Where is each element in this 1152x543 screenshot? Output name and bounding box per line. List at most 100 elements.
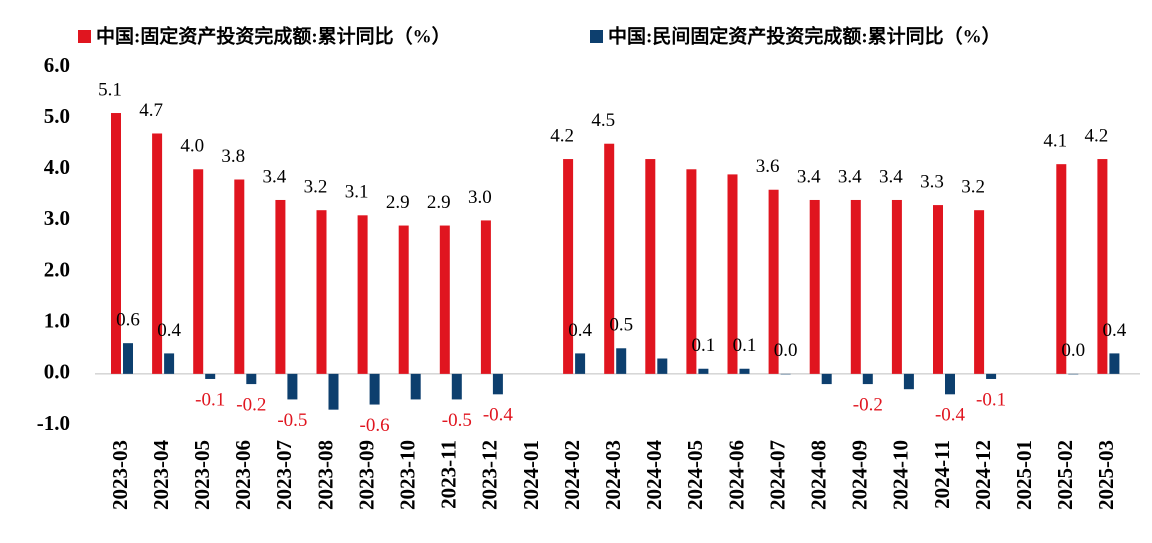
legend-swatch — [590, 30, 603, 43]
data-label: -0.1 — [195, 389, 225, 410]
data-label: -0.4 — [483, 405, 514, 426]
data-label: 0.4 — [1103, 320, 1127, 341]
bar — [193, 169, 204, 374]
bar — [768, 189, 779, 374]
bar — [809, 199, 820, 374]
x-tick-label: 2024-01 — [519, 440, 543, 510]
data-label: -0.5 — [442, 410, 472, 431]
data-label: -0.6 — [360, 415, 390, 436]
bar — [563, 159, 574, 374]
bar — [616, 348, 627, 374]
bar — [727, 174, 738, 374]
x-tick-label: 2024-12 — [971, 440, 995, 510]
data-label: 0.0 — [1061, 340, 1085, 361]
bar — [492, 373, 503, 395]
x-tick-label: 2024-07 — [765, 440, 789, 510]
bar — [974, 210, 985, 374]
bar — [739, 368, 750, 374]
bar — [287, 373, 298, 400]
bar — [645, 159, 656, 374]
x-tick-label: 2023-10 — [396, 440, 420, 510]
x-tick-label: 2023-03 — [108, 440, 132, 510]
data-label: 0.0 — [774, 340, 798, 361]
x-tick-label: 2025-03 — [1094, 440, 1118, 510]
legend-swatch — [78, 30, 91, 43]
data-label: 0.1 — [733, 335, 757, 356]
y-tick-label: 0.0 — [44, 360, 70, 384]
x-tick-label: 2024-11 — [930, 440, 954, 509]
bar — [328, 373, 339, 410]
x-tick-label: 2024-08 — [807, 440, 831, 510]
bar — [698, 368, 709, 374]
data-label: 3.4 — [797, 166, 821, 187]
data-label: 3.8 — [221, 146, 245, 167]
bar — [1056, 164, 1067, 374]
legend-label: 中国:固定资产投资完成额:累计同比（%） — [96, 24, 451, 47]
data-label: 0.4 — [568, 320, 592, 341]
data-label: 3.4 — [263, 166, 287, 187]
bar — [1097, 159, 1108, 374]
x-tick-label: 2024-05 — [683, 440, 707, 510]
data-label: 0.5 — [609, 315, 633, 336]
data-label: 4.1 — [1043, 131, 1067, 152]
bar — [369, 373, 380, 405]
data-label: 3.1 — [345, 182, 369, 203]
x-tick-label: 2025-01 — [1012, 440, 1036, 510]
bar — [1109, 353, 1120, 374]
bar — [398, 225, 409, 374]
y-tick-label: 6.0 — [44, 53, 70, 77]
x-tick-label: 2024-02 — [560, 440, 584, 510]
data-label: -0.2 — [236, 394, 266, 415]
data-label: 3.2 — [304, 177, 328, 198]
bar — [164, 353, 175, 374]
bar — [275, 199, 286, 374]
x-tick-label: 2024-10 — [889, 440, 913, 510]
x-tick-label: 2023-05 — [190, 440, 214, 510]
bar — [575, 353, 586, 374]
data-label: 5.1 — [98, 79, 122, 100]
data-label: 0.4 — [157, 320, 181, 341]
data-label: 4.2 — [1085, 125, 1109, 146]
bar — [933, 205, 943, 374]
bar — [891, 199, 902, 374]
bar — [604, 143, 615, 374]
x-tick-label: 2024-03 — [601, 440, 625, 510]
bar — [945, 373, 955, 395]
x-tick-label: 2023-07 — [272, 440, 296, 510]
data-label: 2.9 — [427, 192, 451, 213]
x-tick-label: 2025-02 — [1053, 440, 1077, 510]
data-label: -0.2 — [853, 394, 883, 415]
bar — [123, 343, 133, 374]
data-label: 2.9 — [386, 192, 410, 213]
bar — [451, 373, 462, 400]
data-label: 4.5 — [591, 110, 615, 131]
bar — [850, 199, 861, 374]
y-tick-label: 3.0 — [44, 206, 70, 230]
data-label: -0.1 — [976, 389, 1006, 410]
data-label: 4.2 — [550, 125, 574, 146]
data-label: 3.3 — [920, 171, 944, 192]
x-tick-label: 2024-06 — [724, 440, 748, 510]
y-tick-label: 2.0 — [44, 257, 70, 281]
data-label: 0.1 — [692, 335, 716, 356]
x-tick-label: 2023-08 — [313, 440, 337, 510]
y-tick-label: 5.0 — [44, 104, 70, 128]
bar — [903, 373, 914, 390]
x-tick-label: 2023-12 — [478, 440, 502, 510]
data-label: 3.6 — [756, 156, 780, 177]
y-tick-label: 4.0 — [44, 155, 70, 179]
bar — [986, 373, 997, 379]
bar — [410, 373, 421, 400]
bar — [152, 133, 163, 374]
data-label: 3.2 — [961, 177, 985, 198]
data-label: 3.4 — [838, 166, 862, 187]
bar — [357, 215, 368, 374]
bar — [205, 373, 216, 379]
bar — [1068, 373, 1079, 375]
bar — [862, 373, 873, 385]
x-tick-label: 2023-11 — [437, 440, 461, 509]
bar — [316, 210, 327, 374]
y-tick-label: 1.0 — [44, 309, 70, 333]
x-tick-label: 2024-09 — [848, 440, 872, 510]
